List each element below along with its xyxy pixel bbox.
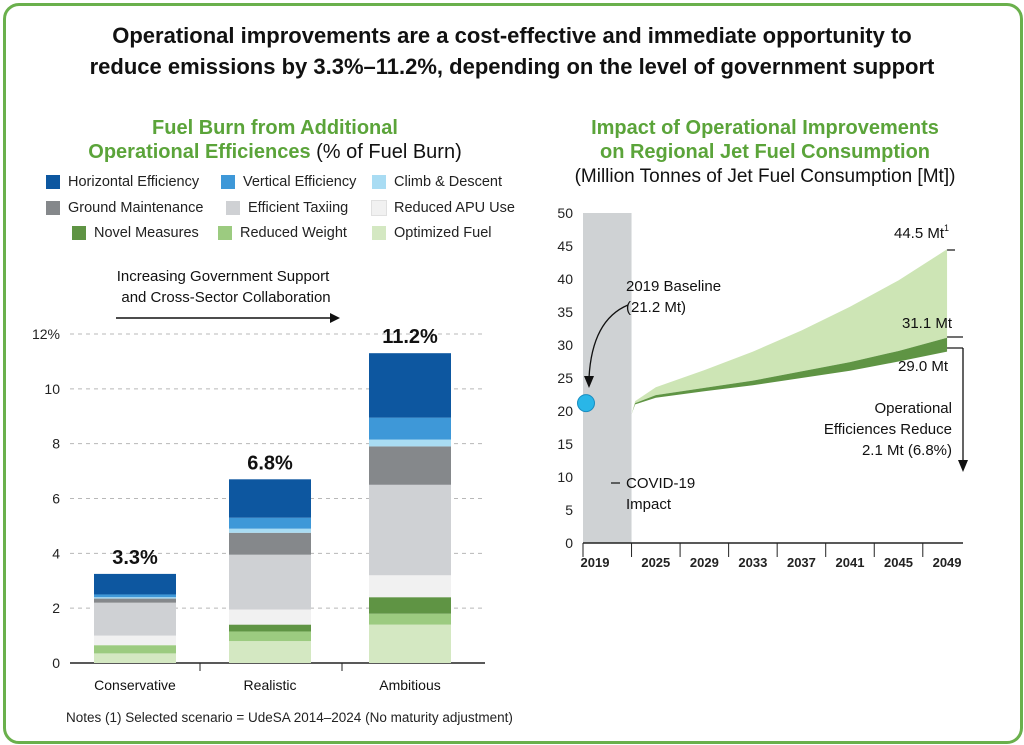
left-title-line-2: Operational Efficiences [88, 141, 310, 163]
legend-swatch [372, 226, 386, 240]
page-title-line-1: Operational improvements are a cost-effe… [0, 20, 1024, 51]
legend-swatch [72, 226, 86, 240]
legend-item-reduced-weight: Reduced Weight [218, 225, 347, 241]
legend-label: Reduced Weight [240, 225, 347, 241]
page-title: Operational improvements are a cost-effe… [0, 20, 1024, 82]
legend-swatch [46, 201, 60, 215]
legend-swatch [226, 201, 240, 215]
legend-swatch [372, 175, 386, 189]
legend-label: Novel Measures [94, 225, 199, 241]
right-title-line-2: on Regional Jet Fuel Consumption [520, 140, 1010, 164]
right-chart-title: Impact of Operational Improvements on Re… [520, 116, 1010, 190]
legend-label: Horizontal Efficiency [68, 174, 199, 190]
legend-item-vertical-efficiency: Vertical Efficiency [221, 174, 356, 190]
legend-label: Ground Maintenance [68, 200, 203, 216]
legend-item-efficient-taxiing: Efficient Taxiing [226, 200, 348, 216]
legend-item-ground-maintenance: Ground Maintenance [46, 200, 203, 216]
legend-label: Efficient Taxiing [248, 200, 348, 216]
footnote: Notes (1) Selected scenario = UdeSA 2014… [66, 710, 513, 725]
legend-swatch [218, 226, 232, 240]
legend-item-reduced-apu-use: Reduced APU Use [372, 200, 515, 216]
legend-swatch [221, 175, 235, 189]
card-frame [3, 3, 1023, 744]
legend-item-novel-measures: Novel Measures [72, 225, 199, 241]
legend-label: Vertical Efficiency [243, 174, 356, 190]
left-chart-title: Fuel Burn from Additional Operational Ef… [40, 116, 510, 164]
legend-label: Optimized Fuel [394, 225, 492, 241]
legend-label: Reduced APU Use [394, 200, 515, 216]
right-title-line-1: Impact of Operational Improvements [520, 116, 1010, 140]
page-title-line-2: reduce emissions by 3.3%–11.2%, dependin… [0, 51, 1024, 82]
legend-item-climb-and-descent: Climb & Descent [372, 174, 502, 190]
legend-item-optimized-fuel: Optimized Fuel [372, 225, 492, 241]
right-subtitle: (Million Tonnes of Jet Fuel Consumption … [520, 164, 1010, 190]
legend-item-horizontal-efficiency: Horizontal Efficiency [46, 174, 199, 190]
legend-label: Climb & Descent [394, 174, 502, 190]
legend-swatch [372, 201, 386, 215]
left-title-suffix: (% of Fuel Burn) [311, 141, 462, 163]
left-title-line-1: Fuel Burn from Additional [40, 116, 510, 140]
legend-swatch [46, 175, 60, 189]
